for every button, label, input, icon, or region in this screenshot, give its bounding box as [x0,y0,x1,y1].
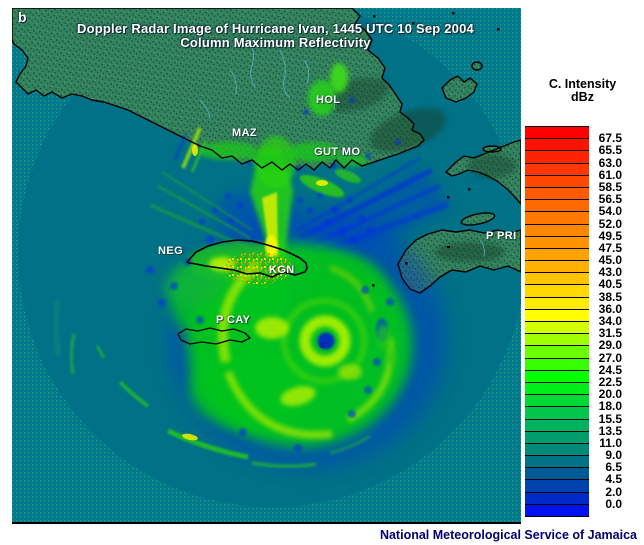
legend-tick-label: 67.5 [598,131,622,146]
legend-title: C. Intensity dBz [525,78,640,104]
legend-band [525,308,589,321]
map-label-p-cay: P CAY [216,314,251,326]
legend-band [525,394,589,407]
legend-tick-label: 56.5 [598,192,622,207]
map-area: b Doppler Radar Image of Hurricane Ivan,… [12,8,521,524]
legend-tick-label: 0.0 [605,496,622,511]
legend-band [525,467,589,480]
legend-tick-label: 45.0 [598,253,622,268]
legend-tick-label: 38.5 [598,289,622,304]
legend-tick-label: 65.5 [598,143,622,158]
map-title: Doppler Radar Image of Hurricane Ivan, 1… [12,22,521,50]
legend-band [525,199,589,212]
legend-band [525,126,589,139]
legend-tick-label: 54.0 [598,204,622,219]
legend-tick-label: 18.0 [598,399,622,414]
legend-band [525,186,589,200]
legend-tick-label: 49.5 [598,228,622,243]
legend-colorbar [525,126,589,517]
title-line2: Column Maximum Reflectivity [180,35,371,50]
legend-tick-label: 6.5 [605,460,622,475]
echo-outer-arcs [53,299,372,469]
legend-title-line1: C. Intensity [548,77,617,91]
legend-title-line2: dBz [571,90,594,104]
legend-tick-label: 9.0 [605,448,622,463]
legend-band [525,284,589,297]
legend-band [525,406,589,419]
legend-tick-label: 43.0 [598,265,622,280]
legend-band [525,247,589,261]
map-label-hol: HOL [316,94,341,106]
legend-tick-label: 27.0 [598,350,622,365]
legend-band [525,138,589,151]
legend-band [525,333,589,346]
legend-tick-label: 20.0 [598,387,622,402]
echo-blue-speckle-mass [146,236,394,452]
legend-tick-label: 61.0 [598,167,622,182]
map-label-gut-mo: GUT MO [314,146,361,158]
legend-band [525,381,589,395]
legend-tick-label: 15.5 [598,411,622,426]
legend-band [525,296,589,309]
legend-band [525,345,589,358]
intensity-legend: C. Intensity dBz 67.5 65.5 63.0 61.0 58.5 56.… [525,78,640,518]
legend-band [525,430,589,443]
legend-tick-label: 47.5 [598,240,622,255]
legend-tick-label: 40.5 [598,277,622,292]
legend-band [525,357,589,370]
legend-band [525,455,589,468]
legend-band [525,321,589,334]
legend-tick-label: 34.0 [598,314,622,328]
map-label-maz: MAZ [232,127,258,139]
figure-label: b [18,9,27,25]
legend-tick-label: 58.5 [598,179,622,194]
legend-band [525,235,589,248]
legend-band [525,491,589,504]
legend-band [525,150,589,163]
coastline-jamaica [186,239,308,278]
credit-text: National Meteorological Service of Jamai… [379,528,637,542]
map-label-neg: NEG [158,245,184,257]
legend-tick-label: 36.0 [598,301,622,316]
legend-band [525,260,589,273]
legend-tick-label: 52.0 [598,216,622,231]
radar-map-svg [12,8,521,522]
echo-yellow-cell-sw [182,433,198,441]
legend-band [525,369,589,382]
legend-tick-label: 29.0 [598,338,622,353]
echo-ne-streaks [297,156,450,259]
small-cays [372,12,500,287]
legend-tick-label: 2.0 [605,484,622,499]
legend-tick-label: 4.5 [605,472,622,487]
echo-cuba-coast [173,63,401,173]
legend-tick-label: 24.5 [598,362,622,377]
legend-band [525,442,589,456]
legend-tick-label: 22.5 [598,374,622,389]
legend-band [525,223,589,236]
legend-tick-label: 11.0 [599,435,622,450]
coastline-pedro-bank [177,327,251,345]
legend-band [525,211,589,224]
legend-tick-label: 13.5 [598,423,622,438]
legend-band [525,272,589,285]
hurricane-eye-center [319,342,325,348]
legend-band [525,162,589,175]
legend-band [525,174,589,187]
rivers [199,39,485,257]
map-label-kgn: KGN [269,264,295,276]
legend-tick-label: 31.5 [598,326,622,341]
title-line1: Doppler Radar Image of Hurricane Ivan, 1… [77,21,474,36]
map-label-p-pri: P PRI [486,230,517,242]
legend-band [525,479,589,492]
legend-band [525,503,589,516]
legend-tick-label: 63.0 [598,155,622,170]
legend-band [525,418,589,431]
radar-echoes [53,63,452,469]
